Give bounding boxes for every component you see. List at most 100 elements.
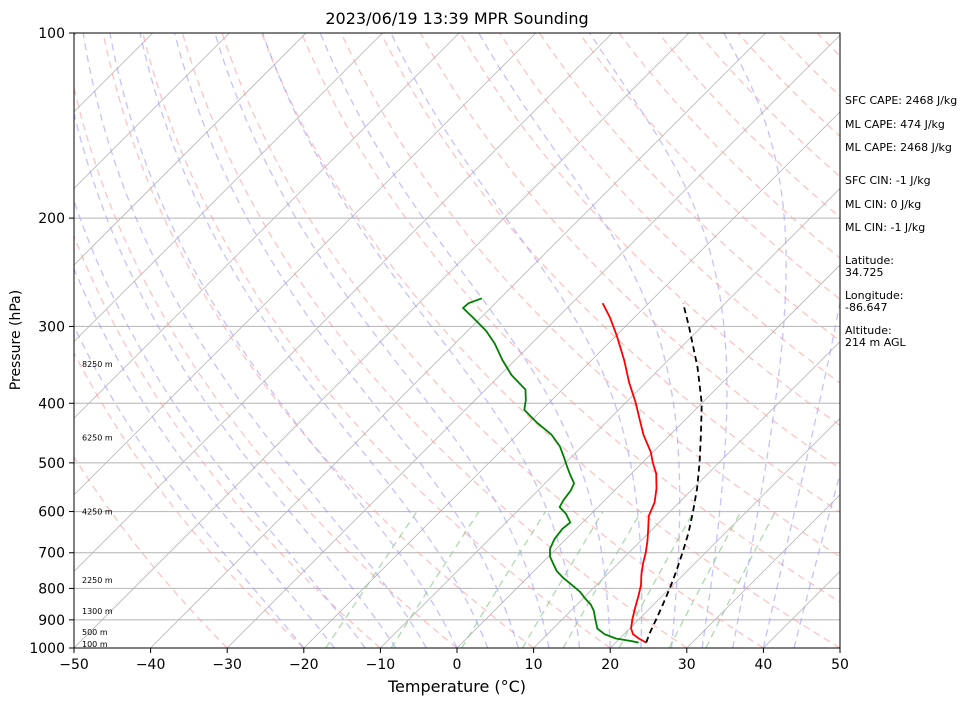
data-layer: 100 m 500 m 1300 m 2250 m 4250 m 6250 m 8250 m xyxy=(82,297,703,649)
moist-adiabat-line xyxy=(74,110,397,648)
mixing-ratio-line xyxy=(521,511,604,648)
height-label: 1300 m xyxy=(82,607,113,616)
moist-adiabat-line xyxy=(74,267,335,648)
grid-layer xyxy=(74,33,840,648)
dry-adiabat-line xyxy=(459,33,840,427)
mixing-ratio-line xyxy=(390,511,480,648)
y-tick-label: 400 xyxy=(38,396,65,412)
y-tick-label: 800 xyxy=(38,581,65,597)
y-tick-label: 300 xyxy=(38,319,65,335)
x-tick-label: −10 xyxy=(366,657,396,673)
height-label: 6250 m xyxy=(82,434,113,443)
height-label: 500 m xyxy=(82,628,108,637)
isotherm-line xyxy=(533,341,840,648)
isotherm-line xyxy=(226,34,840,648)
isotherm-line xyxy=(303,111,840,648)
moist-adiabat-line xyxy=(589,33,728,648)
isotherm-line xyxy=(150,33,766,648)
height-label: 8250 m xyxy=(82,360,113,369)
ml-cin-text-2: ML CIN: -1 J/kg xyxy=(845,221,925,234)
x-tick-label: 10 xyxy=(525,657,543,673)
x-tick-label: −40 xyxy=(136,657,166,673)
moist-adiabat-line xyxy=(390,33,643,648)
x-tick-label: 30 xyxy=(678,657,696,673)
height-label: 4250 m xyxy=(82,508,113,517)
y-tick-label: 500 xyxy=(38,456,65,472)
dry-adiabat-line xyxy=(221,33,764,648)
x-tick-label: −30 xyxy=(212,657,242,673)
dry-adiabat-line xyxy=(578,33,840,301)
isotherm-line xyxy=(609,417,840,648)
isotherm-line xyxy=(456,264,840,648)
dry-adiabat-line xyxy=(380,33,840,514)
isotherm-line xyxy=(74,33,690,648)
moist-adiabat-line xyxy=(74,198,366,648)
isotherm-line xyxy=(74,33,460,419)
isotherm-line xyxy=(74,33,230,189)
height-label: 2250 m xyxy=(82,576,113,585)
moist-adiabat-line xyxy=(109,33,458,648)
moist-adiabat-line xyxy=(139,33,489,648)
isotherm-line xyxy=(74,33,307,266)
x-tick-label: 50 xyxy=(831,657,849,673)
dry-adiabat-line xyxy=(737,33,840,138)
latitude-label: Latitude: xyxy=(845,254,894,267)
x-tick-label: 20 xyxy=(601,657,619,673)
moist-adiabat-line xyxy=(82,33,427,648)
moist-adiabat-line xyxy=(478,33,681,648)
x-axis-label: Temperature (°C) xyxy=(387,677,526,696)
moist-adiabat-line xyxy=(74,324,305,648)
moist-adiabat-line xyxy=(262,33,581,648)
dry-adiabat-line xyxy=(181,33,688,648)
dry-adiabat-line xyxy=(618,33,840,259)
dry-adiabat-line xyxy=(74,234,381,648)
moist-adiabat-line xyxy=(723,33,787,648)
dry-adiabat-line xyxy=(74,455,228,648)
mixing-ratio-line xyxy=(562,511,642,648)
isotherm-line xyxy=(686,494,840,648)
dry-adiabat-line xyxy=(102,33,534,648)
height-label: 100 m xyxy=(82,640,108,649)
ml-cape-text: ML CAPE: 474 J/kg xyxy=(845,118,945,131)
dry-adiabat-line xyxy=(499,33,840,384)
isotherm-line xyxy=(380,187,840,648)
y-tick-label: 600 xyxy=(38,505,65,521)
longitude-value: -86.647 xyxy=(845,301,887,314)
y-tick-label: 200 xyxy=(38,211,65,227)
stats-panel: SFC CAPE: 2468 J/kg ML CAPE: 474 J/kg ML… xyxy=(845,94,957,349)
dry-adiabat-line xyxy=(300,33,840,603)
mixing-ratio-line xyxy=(668,511,742,648)
dry-adiabat-line xyxy=(74,84,458,648)
dewpoint-profile-line xyxy=(462,297,639,644)
y-tick-label: 900 xyxy=(38,613,65,629)
isotherm-line xyxy=(74,33,613,572)
altitude-value: 214 m AGL xyxy=(845,336,907,349)
altitude-label: Altitude: xyxy=(845,324,892,337)
x-tick-label: −50 xyxy=(59,657,89,673)
parcel-profile-line xyxy=(645,302,703,643)
y-axis-label: Pressure (hPa) xyxy=(8,290,24,390)
longitude-label: Longitude: xyxy=(845,289,903,302)
ml-cape-text-2: ML CAPE: 2468 J/kg xyxy=(845,141,952,154)
mixing-ratio-line xyxy=(325,511,418,648)
dry-adiabat-line xyxy=(142,33,611,648)
x-tick-label: −20 xyxy=(289,657,319,673)
y-tick-label: 1000 xyxy=(29,641,65,657)
isotherm-line xyxy=(74,33,383,343)
dry-adiabat-line xyxy=(419,33,840,470)
chart-title: 2023/06/19 13:39 MPR Sounding xyxy=(325,9,588,28)
temperature-profile-line xyxy=(601,302,658,644)
moist-adiabat-line xyxy=(319,33,611,648)
x-tick-label: 40 xyxy=(754,657,772,673)
y-tick-label: 700 xyxy=(38,546,65,562)
ml-cin-text: ML CIN: 0 J/kg xyxy=(845,198,921,211)
isotherm-line xyxy=(74,33,537,496)
dry-adiabat-line xyxy=(340,33,840,558)
moist-adiabat-line xyxy=(214,33,550,648)
sfc-cin-text: SFC CIN: -1 J/kg xyxy=(845,174,931,187)
latitude-value: 34.725 xyxy=(845,266,884,279)
y-tick-label: 100 xyxy=(38,26,65,42)
x-tick-label: 0 xyxy=(453,657,462,673)
